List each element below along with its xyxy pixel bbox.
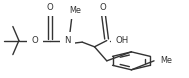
Text: Me: Me xyxy=(161,56,173,65)
Text: O: O xyxy=(47,2,53,12)
Text: OH: OH xyxy=(116,36,129,45)
Text: N: N xyxy=(64,36,70,45)
Text: O: O xyxy=(32,36,39,45)
Text: Me: Me xyxy=(70,6,81,15)
Text: O: O xyxy=(100,2,106,12)
